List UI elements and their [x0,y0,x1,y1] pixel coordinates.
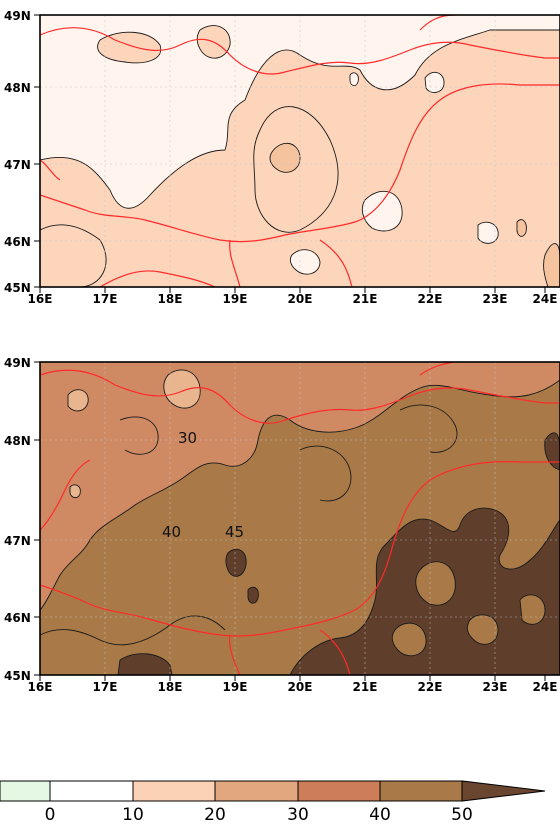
top-lat-labels: 49N 48N 47N 46N 45N [4,9,31,295]
bottom-lon-label: 17E [93,680,118,694]
bottom-contour-island [163,369,201,409]
contour-label: 40 [162,523,181,541]
bottom-lat-label: 49N [4,356,31,370]
bottom-lon-labels: 16E 17E 18E 19E 20E 21E 22E 23E 24E [28,680,558,694]
top-lon-label: 22E [418,292,443,306]
bottom-contour-island [466,614,499,645]
top-contour-region [97,31,162,64]
bottom-lat-label: 47N [4,534,31,548]
colorbar-box [0,780,51,802]
colorbar-box [297,780,381,802]
top-map: 49N 48N 47N 46N 45N 16E 17E 18E 19E 20E … [4,9,560,306]
colorbar-label: 40 [369,805,391,825]
bottom-lat-label: 45N [4,669,31,683]
bottom-lon-label: 20E [288,680,313,694]
top-lon-label: 18E [158,292,183,306]
top-country-borders [40,15,560,287]
bottom-contour-island [247,586,259,604]
top-lon-label: 21E [353,292,378,306]
bottom-lon-label: 16E [28,680,53,694]
top-gridlines [40,15,560,287]
top-axis-ticks [34,14,546,293]
top-lat-label: 46N [4,235,31,249]
bottom-lat-label: 48N [4,434,31,448]
bottom-lon-label: 22E [418,680,443,694]
top-lon-labels: 16E 17E 18E 19E 20E 21E 22E 23E 24E [28,292,558,306]
bottom-lon-label: 24E [533,680,558,694]
bottom-contour-island [519,594,546,625]
top-lon-label: 20E [288,292,313,306]
contour-label: 30 [178,429,197,447]
top-lon-label: 16E [28,292,53,306]
bottom-contour-island [69,484,81,499]
contour-label: 45 [225,523,244,541]
colorbar-label: 10 [122,805,144,825]
bottom-contour-island [117,653,173,675]
bottom-lat-label: 46N [4,611,31,625]
colorbar-arrow [461,780,546,802]
colorbar-label: 50 [451,805,473,825]
bottom-map: 30 40 45 49N 48N 47N 46N 45N 16E 17E 18E… [4,356,560,694]
top-lon-label: 24E [533,292,558,306]
colorbar-label: 0 [45,805,56,825]
bottom-contour-island [391,622,427,657]
bottom-lat-labels: 49N 48N 47N 46N 45N [4,356,31,683]
bottom-lon-label: 18E [158,680,183,694]
bottom-country-borders [40,362,560,675]
top-contour-island [424,71,445,93]
colorbar-boxes [0,780,546,802]
bottom-gridlines [40,362,560,675]
top-contour-island [516,219,527,237]
colorbar-labels: 0 10 20 30 40 50 [45,805,473,825]
colorbar-box [49,780,134,802]
bottom-axis-ticks [34,361,546,681]
bottom-contour-lines [40,404,458,646]
bottom-contour-island [544,432,560,471]
top-lat-label: 47N [4,158,31,172]
bottom-contour-island [67,389,89,412]
top-lon-label: 17E [93,292,118,306]
colorbar: 0 10 20 30 40 50 [0,780,546,825]
top-lat-label: 45N [4,281,31,295]
colorbar-box [214,780,299,802]
top-lon-label: 23E [483,292,508,306]
colorbar-box [132,780,216,802]
top-lat-label: 48N [4,81,31,95]
bottom-lon-label: 21E [353,680,378,694]
colorbar-label: 30 [287,805,309,825]
bottom-contour-island [225,548,247,577]
top-contour-island [361,190,403,232]
colorbar-box [379,780,463,802]
colorbar-label: 20 [204,805,226,825]
bottom-lon-label: 23E [483,680,508,694]
top-lon-label: 19E [223,292,248,306]
top-contour-island [289,249,321,275]
top-contour-island [269,142,301,173]
top-contour-island [543,243,560,287]
bottom-lon-label: 19E [223,680,248,694]
bottom-contour-island [415,561,456,606]
top-lat-label: 49N [4,9,31,23]
top-contour-island [349,72,359,87]
